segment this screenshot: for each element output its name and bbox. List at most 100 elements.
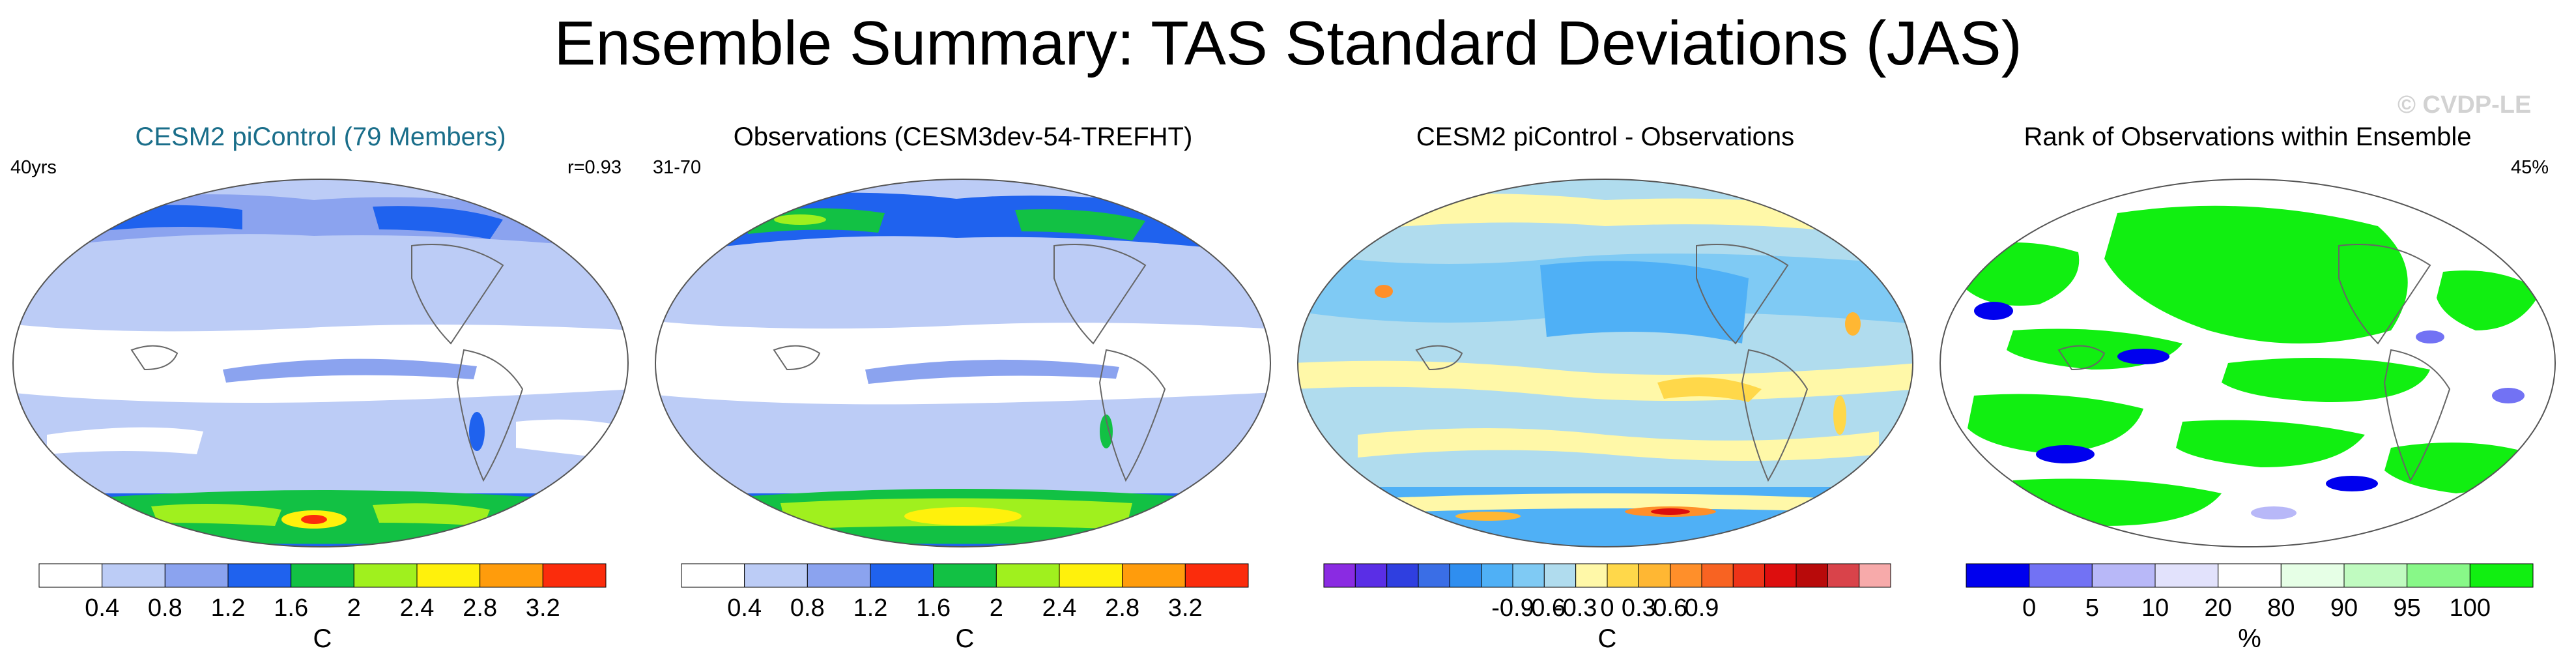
colorbar-swatch	[807, 563, 871, 588]
colorbar-tick-label: 3.2	[526, 594, 560, 622]
colorbar-swatch	[2343, 563, 2408, 588]
colorbar-swatch	[1607, 563, 1639, 588]
colorbar-swatch	[1764, 563, 1797, 588]
panel-title: Observations (CESM3dev-54-TREFHT)	[733, 123, 1193, 151]
colorbar-unit-label: C	[956, 624, 975, 653]
colorbar-swatch	[1481, 563, 1513, 588]
colorbar-swatch	[1449, 563, 1482, 588]
panel-rank: Rank of Observations within Ensemble 45%	[1935, 114, 2560, 662]
colorbar-tick-label: 2	[347, 594, 361, 622]
colorbar-swatch	[2407, 563, 2470, 588]
colorbar-swatch	[1543, 563, 1577, 588]
colorbar-swatch	[353, 563, 418, 588]
colorbar-swatch	[1732, 563, 1766, 588]
panel-title: Rank of Observations within Ensemble	[2024, 123, 2472, 151]
map-difference	[1297, 179, 1913, 547]
panel-right-label: 45%	[2510, 157, 2549, 178]
panel-left-label: 40yrs	[10, 157, 57, 178]
colorbar-swatch	[995, 563, 1060, 588]
colorbar-swatch	[2154, 563, 2219, 588]
colorbar-tick-label: 0.9	[1685, 594, 1719, 622]
colorbar-tick-label: 0.8	[790, 594, 825, 622]
colorbar-unit-label: C	[1598, 624, 1617, 653]
colorbar-swatch	[1386, 563, 1419, 588]
colorbar: 0 5 10 20 80 90 95 100%	[1966, 563, 2534, 653]
colorbar-swatch	[102, 563, 165, 588]
colorbar-swatch	[1418, 563, 1450, 588]
colorbar-swatch	[1638, 563, 1671, 588]
colorbar-tick-label: -0.6	[1523, 594, 1566, 622]
colorbar-swatch	[1859, 563, 1891, 588]
panel-difference: CESM2 piControl - Observations -0.9 -0.6-	[1293, 114, 1918, 662]
colorbar-unit-label: C	[313, 624, 332, 653]
colorbar-swatch	[870, 563, 934, 588]
colorbar: 0.4 0.8 1.2 1.6 2 2.4 2.8 3.2 C	[681, 563, 1249, 653]
colorbar-swatch	[681, 563, 745, 588]
colorbar-tick-label: 5	[2085, 594, 2099, 622]
colorbar-swatch	[416, 563, 481, 588]
colorbar-swatch	[1575, 563, 1608, 588]
colorbar-swatch	[164, 563, 229, 588]
colorbar-tick-label: 2	[990, 594, 1003, 622]
colorbar-swatch	[38, 563, 103, 588]
colorbar-swatch	[1323, 563, 1356, 588]
colorbar-swatch	[227, 563, 292, 588]
colorbar-tick-label: 2.4	[1042, 594, 1077, 622]
colorbar-swatch	[291, 563, 354, 588]
colorbar-tick-label: 0.8	[148, 594, 182, 622]
colorbar-tick-label: 1.6	[916, 594, 951, 622]
colorbar-swatch	[2280, 563, 2345, 588]
colorbar-swatch	[1827, 563, 1860, 588]
colorbar-unit-label: %	[2238, 624, 2261, 653]
colorbar-tick-label: 20	[2205, 594, 2232, 622]
colorbar-tick-label: -0.9	[1491, 594, 1534, 622]
colorbar-tick-label: 90	[2330, 594, 2358, 622]
colorbar-tick-label: 2.8	[1105, 594, 1139, 622]
colorbar-swatch	[1796, 563, 1828, 588]
colorbar-swatch	[2218, 563, 2282, 588]
colorbar-tick-label: 2.4	[400, 594, 435, 622]
colorbar-tick-label: 100	[2450, 594, 2491, 622]
colorbar-tick-label: 3.2	[1168, 594, 1203, 622]
colorbar-swatch	[1122, 563, 1186, 588]
colorbar-tick-label: 1.2	[853, 594, 888, 622]
figure-title: Ensemble Summary: TAS Standard Deviation…	[554, 8, 2022, 78]
map-observations-stddev	[655, 179, 1271, 547]
panel-title: CESM2 piControl (79 Members)	[135, 123, 506, 151]
colorbar-swatch	[1059, 563, 1123, 588]
colorbar-swatch	[479, 563, 543, 588]
colorbar-tick-label: 0.4	[727, 594, 762, 622]
colorbar-swatch	[1184, 563, 1249, 588]
colorbar-swatch	[2029, 563, 2093, 588]
map-rank	[1939, 179, 2556, 547]
colorbar-swatch	[542, 563, 607, 588]
panel-right-label: r=0.93	[567, 157, 622, 178]
colorbar-tick-label: 0.4	[85, 594, 119, 622]
colorbar-tick-label: 0	[2022, 594, 2036, 622]
panel-title: CESM2 piControl - Observations	[1416, 123, 1795, 151]
panel-left-label: 31-70	[653, 157, 702, 178]
colorbar-swatch	[1512, 563, 1545, 588]
colorbar-swatch	[2091, 563, 2156, 588]
watermark: © CVDP-LE	[2397, 91, 2532, 119]
colorbar: 0.4 0.8 1.2 1.6 2 2.4 2.8 3.2 C	[38, 563, 607, 653]
colorbar-tick-label: 1.2	[211, 594, 246, 622]
colorbar-tick-label: 95	[2394, 594, 2421, 622]
colorbar-swatch	[933, 563, 997, 588]
colorbar-tick-label: 0.6	[1653, 594, 1687, 622]
colorbar-swatch	[1701, 563, 1734, 588]
colorbar-swatch	[1966, 563, 2030, 588]
colorbar-tick-label: 80	[2267, 594, 2295, 622]
colorbar-tick-label: 1.6	[274, 594, 308, 622]
colorbar-tick-label: 0	[1600, 594, 1614, 622]
colorbar-swatch	[1354, 563, 1388, 588]
colorbar-tick-label: -0.3	[1554, 594, 1597, 622]
panel-cesm2-picontrol: CESM2 piControl (79 Members) 40yrs r=0.9…	[8, 114, 633, 662]
colorbar-tick-label: 10	[2141, 594, 2169, 622]
colorbar-tick-label: 2.8	[463, 594, 497, 622]
colorbar-tick-label: 0.3	[1622, 594, 1656, 622]
colorbar-swatch	[2469, 563, 2534, 588]
colorbar-swatch	[744, 563, 808, 588]
map-ensemble-stddev	[12, 179, 629, 547]
panel-observations: Observations (CESM3dev-54-TREFHT) 31-70 …	[650, 114, 1276, 662]
